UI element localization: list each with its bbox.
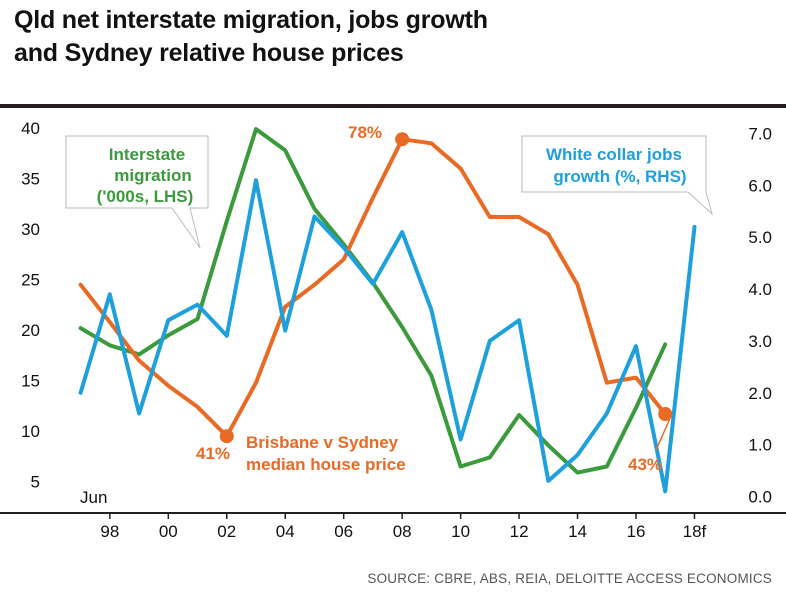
price-series-line [78, 137, 668, 439]
x-tick-label: 12 [510, 522, 529, 541]
migration-label-line3: ('000s, LHS) [97, 187, 194, 206]
price-2017-label: 43% [628, 455, 662, 474]
left-tick-label: 30 [21, 220, 40, 239]
jobs-label-line1: White collar jobs [546, 145, 682, 164]
chart-title-line2: and Sydney relative house prices [14, 39, 404, 67]
left-axis-ticks: 5 10 15 20 25 30 35 40 [21, 119, 40, 492]
x-axis-ticks: 98 00 02 04 06 08 10 12 14 16 18f [100, 513, 707, 541]
series-lines [78, 127, 697, 494]
source-note: SOURCE: CBRE, ABS, REIA, DELOITTE ACCESS… [367, 571, 772, 586]
right-axis-ticks: 0.0 1.0 2.0 3.0 4.0 5.0 6.0 7.0 [748, 125, 772, 507]
right-tick-label: 2.0 [748, 384, 772, 403]
right-tick-label: 7.0 [748, 125, 772, 144]
price-point-marker [395, 132, 410, 147]
left-tick-label: 15 [21, 372, 40, 391]
x-tick-label: 00 [159, 522, 178, 541]
left-tick-label: 35 [21, 170, 40, 189]
x-tick-label: 14 [568, 522, 587, 541]
price-label-line2: median house price [246, 455, 406, 474]
annotations: Interstate migration ('000s, LHS) White … [65, 123, 713, 507]
jobs-callout-box [521, 135, 713, 216]
migration-callout-box [65, 135, 209, 249]
series-markers [219, 132, 673, 444]
left-tick-label: 10 [21, 422, 40, 441]
price-2017-leader [655, 413, 673, 451]
x-tick-label: 10 [451, 522, 470, 541]
left-tick-label: 40 [21, 119, 40, 138]
left-tick-label: 20 [21, 321, 40, 340]
x-tick-label: 18f [683, 522, 707, 541]
x-tick-label: 98 [100, 522, 119, 541]
right-tick-label: 0.0 [748, 487, 772, 506]
price-2002-label: 41% [196, 444, 230, 463]
x-tick-label: 02 [217, 522, 236, 541]
top-rule [0, 104, 786, 108]
jobs-label-line2: growth (%, RHS) [553, 167, 686, 186]
migration-label-line1: Interstate [109, 145, 186, 164]
x-tick-label: 08 [393, 522, 412, 541]
right-tick-label: 3.0 [748, 332, 772, 351]
left-tick-label: 5 [31, 473, 40, 492]
jobs-series-line [78, 178, 697, 494]
migration-label-line2: migration [114, 166, 191, 185]
right-tick-label: 5.0 [748, 228, 772, 247]
price-label-line1: Brisbane v Sydney [246, 433, 399, 452]
price-point-marker [658, 407, 673, 422]
x-tick-label: 16 [627, 522, 646, 541]
chart-title-line1: Qld net interstate migration, jobs growt… [14, 6, 488, 34]
price-point-marker [219, 429, 234, 444]
chart-title: Qld net interstate migration, jobs growt… [14, 4, 488, 70]
x-tick-label: 04 [276, 522, 295, 541]
right-tick-label: 1.0 [748, 436, 772, 455]
x-tick-label: 06 [334, 522, 353, 541]
right-tick-label: 6.0 [748, 176, 772, 195]
left-tick-label: 25 [21, 271, 40, 290]
price-peak-label: 78% [348, 123, 382, 142]
x-axis-jun-label: Jun [80, 488, 107, 507]
right-tick-label: 4.0 [748, 280, 772, 299]
